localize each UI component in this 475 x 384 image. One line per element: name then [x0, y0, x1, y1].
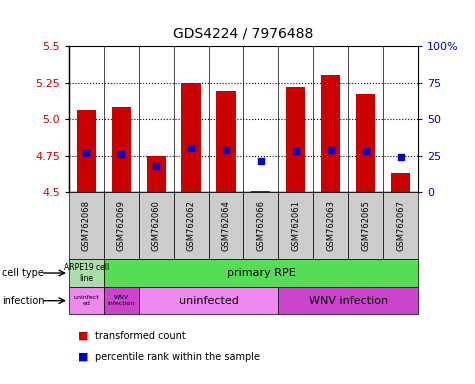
Text: GDS4224 / 7976488: GDS4224 / 7976488 — [173, 27, 314, 41]
Point — [187, 145, 195, 151]
Text: GSM762060: GSM762060 — [152, 200, 161, 251]
Text: GSM762066: GSM762066 — [256, 200, 266, 251]
Bar — [209, 192, 243, 259]
Bar — [356, 94, 375, 192]
Text: infection: infection — [2, 296, 45, 306]
Bar — [321, 75, 340, 192]
Bar — [69, 259, 104, 287]
Point — [222, 147, 230, 153]
Bar — [69, 287, 104, 314]
Point — [257, 158, 265, 164]
Text: GSM762067: GSM762067 — [396, 200, 405, 251]
Text: ■: ■ — [78, 331, 89, 341]
Bar — [278, 192, 314, 259]
Point — [362, 148, 370, 154]
Text: transformed count: transformed count — [95, 331, 186, 341]
Bar — [243, 192, 278, 259]
Text: GSM762062: GSM762062 — [187, 200, 196, 251]
Bar — [286, 87, 305, 192]
Bar — [391, 173, 410, 192]
Bar — [278, 287, 418, 314]
Text: percentile rank within the sample: percentile rank within the sample — [95, 352, 260, 362]
Point — [117, 151, 125, 157]
Bar — [217, 91, 236, 192]
Text: GSM762069: GSM762069 — [117, 200, 126, 251]
Bar — [112, 108, 131, 192]
Text: GSM762068: GSM762068 — [82, 200, 91, 251]
Bar — [139, 287, 278, 314]
Bar — [104, 287, 139, 314]
Text: WNV infection: WNV infection — [309, 296, 388, 306]
Text: primary RPE: primary RPE — [227, 268, 295, 278]
Text: GSM762063: GSM762063 — [326, 200, 335, 251]
Point — [83, 149, 90, 156]
Bar — [77, 110, 96, 192]
Text: GSM762065: GSM762065 — [361, 200, 370, 251]
Bar — [314, 192, 348, 259]
Text: WNV
infection: WNV infection — [107, 295, 135, 306]
Bar — [69, 192, 104, 259]
Bar — [383, 192, 418, 259]
Text: cell type: cell type — [2, 268, 44, 278]
Point — [152, 163, 160, 169]
Text: GSM762064: GSM762064 — [221, 200, 230, 251]
Bar — [104, 192, 139, 259]
Text: ARPE19 cell
line: ARPE19 cell line — [64, 263, 109, 283]
Bar — [181, 83, 200, 192]
Text: uninfected: uninfected — [179, 296, 238, 306]
Text: ■: ■ — [78, 352, 89, 362]
Bar — [251, 190, 270, 192]
Bar — [348, 192, 383, 259]
Bar — [174, 192, 209, 259]
Point — [292, 148, 300, 154]
Point — [397, 154, 404, 160]
Text: GSM762061: GSM762061 — [291, 200, 300, 251]
Bar — [147, 156, 166, 192]
Text: uninfect
ed: uninfect ed — [74, 295, 99, 306]
Point — [327, 147, 334, 153]
Bar — [139, 192, 173, 259]
